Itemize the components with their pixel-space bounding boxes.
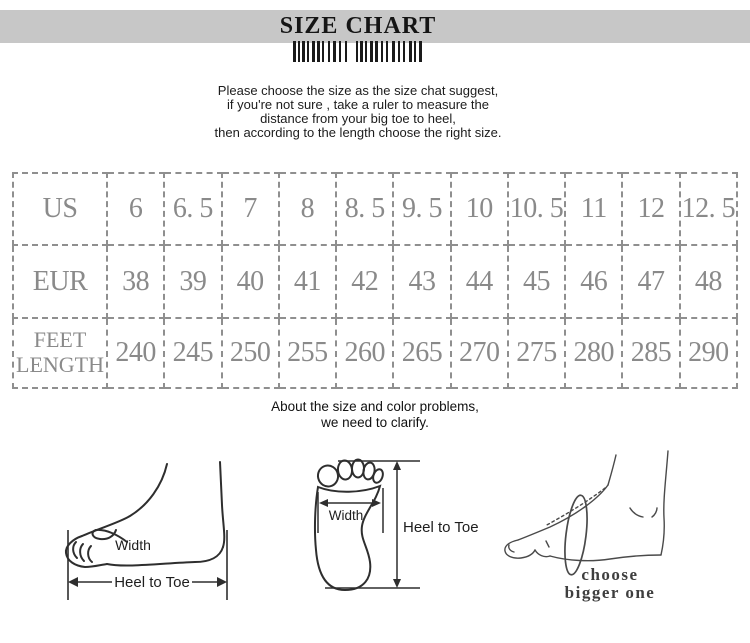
size-cell: 265 [392, 317, 452, 389]
size-cell: 46 [564, 244, 624, 319]
size-cell: 48 [678, 244, 739, 319]
intro-line: if you're not sure , take a ruler to mea… [227, 97, 489, 112]
size-cell: 290 [678, 317, 739, 389]
size-cell: 8. 5 [335, 172, 395, 246]
foot-outline-icon [504, 450, 669, 576]
about-text: About the size and color problems, we ne… [0, 399, 750, 431]
size-cell: 44 [449, 244, 509, 319]
foot-girth-diagram: choose bigger one [504, 450, 669, 602]
barcode-icon [293, 41, 422, 62]
size-cell: 12. 5 [678, 172, 739, 246]
intro-line: Please choose the size as the size chat … [217, 83, 499, 98]
size-cell: 42 [335, 244, 395, 319]
page-title: SIZE CHART [279, 13, 437, 39]
dimension-lines [67, 530, 228, 600]
size-cell: 275 [506, 317, 567, 389]
size-cell: 11 [564, 172, 624, 246]
table-row-feet-length: FEET LENGTH 240 245 250 255 260 265 270 … [12, 317, 739, 389]
size-cell: 255 [277, 317, 338, 389]
size-cell: 38 [105, 244, 166, 319]
choose-bigger-one-note: choose [581, 565, 638, 584]
size-cell: 41 [277, 244, 338, 319]
size-conversion-table: US 6 6. 5 7 8 8. 5 9. 5 10 10. 5 11 12 1… [12, 172, 739, 389]
row-header-us: US [12, 172, 108, 246]
heel-to-toe-label: Heel to Toe [403, 519, 479, 536]
size-cell: 9. 5 [392, 172, 452, 246]
footprint-diagram: Width Heel to Toe [313, 458, 479, 592]
intro-line: then according to the length choose the … [214, 125, 502, 140]
intro-text: Please choose the size as the size chat … [0, 84, 716, 140]
about-line: About the size and color problems, [271, 399, 479, 414]
size-cell: 6. 5 [163, 172, 223, 246]
size-cell: 250 [220, 317, 280, 389]
row-header-feet-length: FEET LENGTH [12, 317, 108, 389]
heel-to-toe-label: Heel to Toe [114, 574, 190, 591]
foot-side-view-diagram: Width Heel to Toe [64, 461, 228, 600]
title-band [0, 10, 750, 43]
girth-loop-icon [564, 494, 588, 576]
width-label: Width [115, 537, 151, 553]
about-line: we need to clarify. [321, 415, 429, 430]
size-cell: 260 [335, 317, 395, 389]
size-cell: 39 [163, 244, 223, 319]
size-cell: 280 [564, 317, 624, 389]
arrowheads [319, 461, 401, 588]
size-cell: 240 [105, 317, 166, 389]
foot-outline-icon [64, 461, 226, 569]
table-row-us: US 6 6. 5 7 8 8. 5 9. 5 10 10. 5 11 12 1… [12, 172, 739, 246]
size-cell: 7 [220, 172, 280, 246]
dimension-lines [317, 460, 420, 589]
size-cell: 285 [621, 317, 681, 389]
size-cell: 10. 5 [506, 172, 567, 246]
size-cell: 12 [621, 172, 681, 246]
intro-line: distance from your big toe to heel, [260, 111, 456, 126]
choose-bigger-one-note: bigger one [565, 583, 656, 602]
width-label: Width [329, 508, 364, 523]
table-row-eur: EUR 38 39 40 41 42 43 44 45 46 47 48 [12, 244, 739, 319]
size-cell: 245 [163, 317, 223, 389]
footprint-outline-icon [313, 458, 384, 592]
size-cell: 10 [449, 172, 509, 246]
size-cell: 8 [277, 172, 338, 246]
size-cell: 47 [621, 244, 681, 319]
size-cell: 45 [506, 244, 567, 319]
size-cell: 40 [220, 244, 280, 319]
size-cell: 43 [392, 244, 452, 319]
size-cell: 270 [449, 317, 509, 389]
size-cell: 6 [105, 172, 166, 246]
row-header-eur: EUR [12, 244, 108, 319]
arrowheads [68, 577, 227, 587]
